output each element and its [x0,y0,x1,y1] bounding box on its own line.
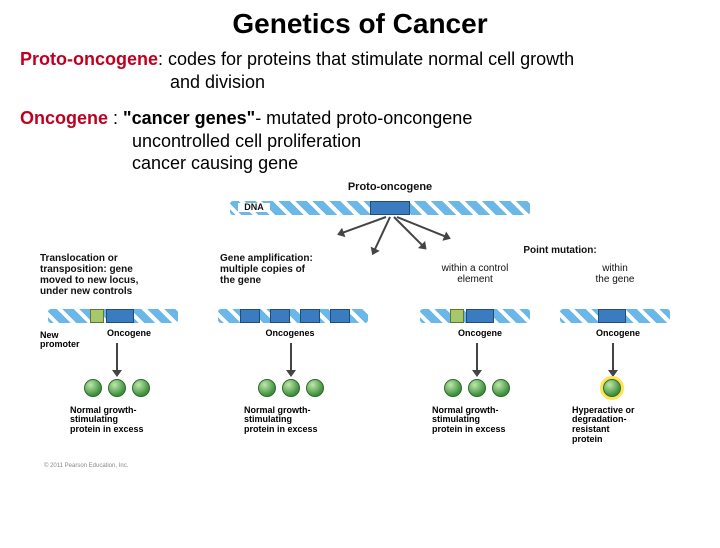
dna-label: DNA [238,203,270,213]
col2-result: Normal growth- stimulating protein in ex… [244,406,344,436]
col3a-gene [466,309,494,323]
col2-h1: Gene amplification: [220,253,350,264]
col2-heading: Gene amplification: multiple copies of t… [220,253,350,286]
top-gene [370,201,410,215]
col3a-s1: within a control [420,263,530,274]
col2-gene3 [300,309,320,323]
col1-h3: moved to new locus, [40,275,180,286]
col2-sphere3 [306,379,324,397]
col3b-oncogene-label: Oncogene [588,329,648,339]
term-onco: Oncogene [20,108,108,128]
col1-oncogene-label: Oncogene [104,329,154,339]
col3b-result: Hyperactive or degradation- resistant pr… [572,406,672,446]
definition-proto: Proto-oncogene: codes for proteins that … [20,48,700,93]
onco-desc2: uncontrolled cell proliferation [132,130,700,153]
col2-arrow-down [290,343,292,371]
col2-sphere2 [282,379,300,397]
col3b-arrow-down [612,343,614,371]
col1-sphere2 [108,379,126,397]
col1-r3: protein in excess [70,425,170,435]
onco-bold: "cancer genes" [123,108,255,128]
col2-gene1 [240,309,260,323]
col3b-sphere-ring [603,379,621,397]
col2-gene2 [270,309,290,323]
col3a-sub: within a control element [420,263,530,285]
onco-desc3: cancer causing gene [132,152,700,175]
page-title: Genetics of Cancer [0,8,720,40]
col3a-arrow-down [476,343,478,371]
col1-h4: under new controls [40,286,180,297]
col3b-r4: protein [572,435,672,445]
col3a-s2: element [420,274,530,285]
col3a-oncogene-label: Oncogene [450,329,510,339]
copyright-text: © 2011 Pearson Education, Inc. [44,463,128,469]
col1-h1: Translocation or [40,253,180,264]
definition-onco: Oncogene : "cancer genes"- mutated proto… [20,107,700,175]
col1-sphere3 [132,379,150,397]
col1-result: Normal growth- stimulating protein in ex… [70,406,170,436]
col3b-gene [598,309,626,323]
proto-desc1: : codes for proteins that stimulate norm… [158,49,574,69]
col1-new-promoter: New promoter [40,331,90,351]
col3a-promoter [450,309,464,323]
col2-h2: multiple copies of [220,264,350,275]
col2-oncogene-label: Oncogenes [260,329,320,339]
col2-gene4 [330,309,350,323]
col1-arrow-down [116,343,118,371]
term-proto: Proto-oncogene [20,49,158,69]
col3b-s1: within [570,263,660,274]
col1-gene [106,309,134,323]
col1-promoter [90,309,104,323]
col2-h3: the gene [220,275,350,286]
diagram-area: Proto-oncogene DNA Translocation or tran… [40,181,680,471]
col3a-sphere1 [444,379,462,397]
col1-heading: Translocation or transposition: gene mov… [40,253,180,297]
col2-r3: protein in excess [244,425,344,435]
col3a-result: Normal growth- stimulating protein in ex… [432,406,532,436]
col1-np2: promoter [40,340,90,350]
col2-sphere1 [258,379,276,397]
proto-oncogene-label: Proto-oncogene [330,181,450,193]
col1-h2: transposition: gene [40,264,180,275]
col3a-sphere3 [492,379,510,397]
col1-sphere1 [84,379,102,397]
col3a-r3: protein in excess [432,425,532,435]
col3-heading: Point mutation: [460,245,660,256]
col3a-sphere2 [468,379,486,397]
col3b-s2: the gene [570,274,660,285]
proto-desc2: and division [170,71,700,94]
onco-desc-line: : "cancer genes"- mutated proto-oncongen… [108,108,472,128]
col3b-sub: within the gene [570,263,660,285]
arrow-to-col1 [342,216,386,234]
